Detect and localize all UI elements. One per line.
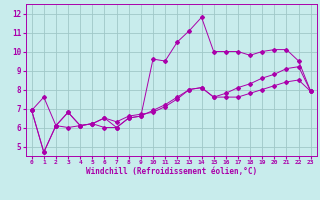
X-axis label: Windchill (Refroidissement éolien,°C): Windchill (Refroidissement éolien,°C) [86,167,257,176]
